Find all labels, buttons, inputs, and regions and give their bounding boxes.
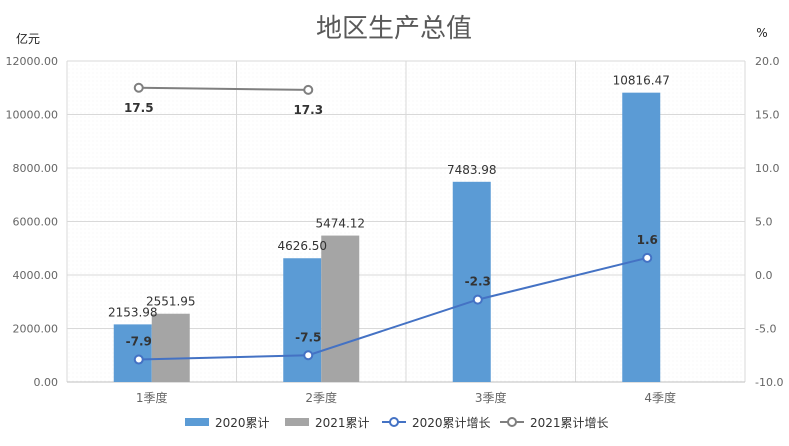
bar [113, 324, 152, 382]
right-axis-tick-label: 20.0 [755, 55, 780, 68]
series-line [138, 86, 309, 91]
line-data-label: 17.3 [293, 103, 323, 117]
legend-swatch [285, 418, 309, 426]
right-axis-tick-label: 0.0 [755, 269, 773, 282]
bar-data-label: 10816.47 [613, 74, 670, 88]
left-axis-tick-label: 0.00 [34, 376, 59, 389]
bar [321, 235, 360, 382]
left-axis-tick-label: 6000.00 [13, 216, 59, 229]
legend-item: 2021累计增长 [500, 416, 609, 430]
right-axis-tick-label: -5.0 [755, 323, 776, 336]
legend-label: 2020累计增长 [412, 416, 491, 430]
right-axis-tick-label: 15.0 [755, 109, 780, 122]
bar-data-label: 7483.98 [447, 163, 497, 177]
labels-layer: 2153.98 4626.50 7483.98 10816.47 2551.95 5474… [108, 74, 670, 349]
legend-label: 2021累计增长 [530, 416, 609, 430]
bar [452, 181, 491, 382]
bar [151, 313, 190, 382]
axis-layer: 0.00 2000.00 4000.00 6000.00 8000.00 10000.00… [6, 55, 784, 405]
left-axis-tick-label: 4000.00 [13, 269, 59, 282]
right-axis-tick-label: 10.0 [755, 162, 780, 175]
line-point [303, 350, 314, 361]
bar [283, 258, 322, 382]
bar [622, 92, 661, 382]
right-axis-unit-label: % [756, 26, 767, 40]
legend-label: 2021累计 [315, 416, 370, 430]
legend-swatch [185, 418, 209, 426]
left-axis-tick-label: 8000.00 [13, 162, 59, 175]
line-data-label: -7.9 [126, 335, 152, 349]
lines-layer [133, 82, 653, 365]
legend-item: 2021累计 [285, 416, 370, 430]
category-label: 1季度 [136, 390, 168, 405]
legend-layer: 2020累计 2021累计 2020累计增长 2021累计增长 [185, 416, 609, 430]
category-label: 2季度 [305, 390, 337, 405]
right-axis-tick-label: 5.0 [755, 216, 773, 229]
bars-layer [113, 92, 661, 382]
bar-data-label: 2153.98 [108, 305, 158, 319]
legend-marker [389, 417, 399, 427]
left-axis-unit-label: 亿元 [16, 31, 40, 46]
category-label: 3季度 [475, 390, 507, 405]
line-point [303, 84, 314, 95]
series-line [138, 256, 648, 361]
line-data-label: 1.6 [637, 233, 658, 247]
bar-data-label: 5474.12 [315, 217, 365, 231]
right-axis-tick-label: -10.0 [755, 376, 783, 389]
line-data-label: -2.3 [465, 275, 491, 289]
bar-data-label: 2551.95 [146, 295, 196, 309]
line-point [133, 354, 144, 365]
category-label: 4季度 [644, 390, 676, 405]
line-data-label: -7.5 [295, 330, 321, 344]
line-point [472, 294, 483, 305]
left-axis-tick-label: 2000.00 [13, 323, 59, 336]
line-point [133, 82, 144, 93]
legend-marker [507, 417, 517, 427]
legend-item: 2020累计 [185, 416, 270, 430]
line-point [642, 252, 653, 263]
chart-title: 地区生产总值 [316, 14, 472, 44]
left-axis-tick-label: 10000.00 [6, 109, 59, 122]
legend-label: 2020累计 [215, 416, 270, 430]
line-data-label: 17.5 [124, 101, 154, 115]
left-axis-tick-label: 12000.00 [6, 55, 59, 68]
bar-data-label: 4626.50 [277, 239, 327, 253]
legend-item: 2020累计增长 [382, 416, 491, 430]
